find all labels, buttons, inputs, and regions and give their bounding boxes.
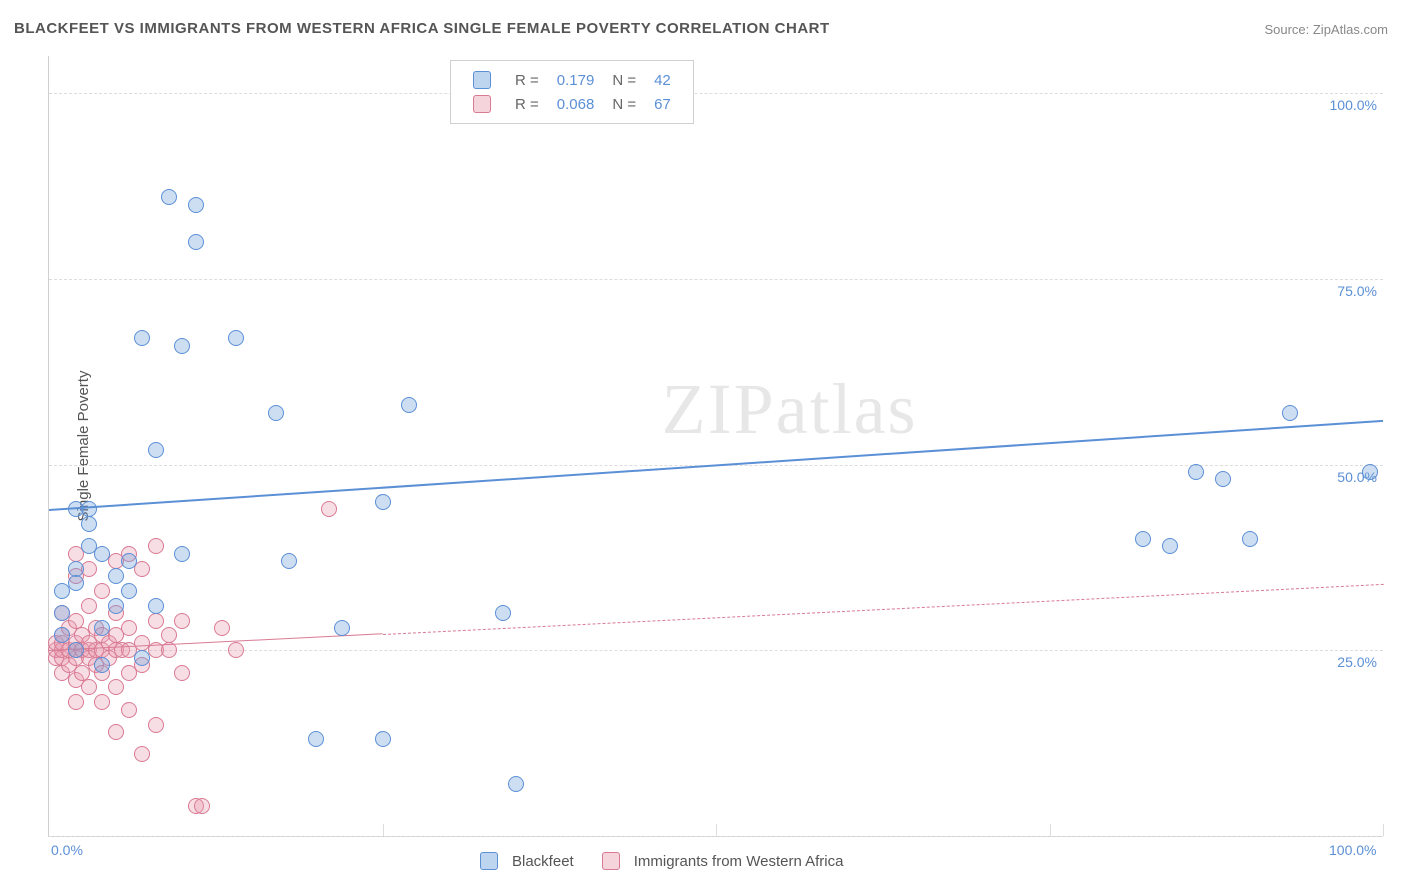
data-point xyxy=(68,694,84,710)
data-point xyxy=(1162,538,1178,554)
legend-series-name: Blackfeet xyxy=(512,853,574,870)
y-tick-label: 75.0% xyxy=(1317,283,1377,299)
legend-series-name: Immigrants from Western Africa xyxy=(634,853,844,870)
legend-r-value: 0.179 xyxy=(549,69,603,91)
data-point xyxy=(188,197,204,213)
data-point xyxy=(174,546,190,562)
data-point xyxy=(1362,464,1378,480)
data-point xyxy=(94,583,110,599)
data-point xyxy=(268,405,284,421)
legend-r-label: R = xyxy=(507,69,547,91)
source-label: Source: ZipAtlas.com xyxy=(1264,22,1388,37)
data-point xyxy=(375,731,391,747)
data-point xyxy=(148,598,164,614)
x-tick-label: 100.0% xyxy=(1329,842,1376,858)
plot-area: 25.0%50.0%75.0%100.0%0.0%100.0% xyxy=(48,56,1383,837)
legend-swatch xyxy=(602,852,620,870)
data-point xyxy=(228,330,244,346)
legend-n-value: 42 xyxy=(646,69,679,91)
chart-container: BLACKFEET VS IMMIGRANTS FROM WESTERN AFR… xyxy=(0,0,1406,892)
data-point xyxy=(214,620,230,636)
data-point xyxy=(148,717,164,733)
data-point xyxy=(1242,531,1258,547)
data-point xyxy=(174,613,190,629)
data-point xyxy=(68,642,84,658)
data-point xyxy=(121,702,137,718)
data-point xyxy=(228,642,244,658)
data-point xyxy=(81,598,97,614)
x-tick-label: 0.0% xyxy=(51,842,83,858)
data-point xyxy=(321,501,337,517)
data-point xyxy=(108,568,124,584)
data-point xyxy=(68,613,84,629)
data-point xyxy=(308,731,324,747)
legend-item: Immigrants from Western Africa xyxy=(602,852,844,870)
data-point xyxy=(134,746,150,762)
legend-r-value: 0.068 xyxy=(549,93,603,115)
gridline-horizontal xyxy=(49,279,1383,280)
gridline-vertical xyxy=(1383,824,1384,836)
legend-row: R =0.068N =67 xyxy=(465,93,679,115)
legend-swatch xyxy=(473,71,491,89)
data-point xyxy=(81,501,97,517)
data-point xyxy=(281,553,297,569)
data-point xyxy=(1282,405,1298,421)
data-point xyxy=(375,494,391,510)
data-point xyxy=(81,679,97,695)
gridline-horizontal xyxy=(49,93,1383,94)
data-point xyxy=(334,620,350,636)
data-point xyxy=(188,234,204,250)
legend-swatch xyxy=(480,852,498,870)
data-point xyxy=(134,330,150,346)
gridline-horizontal xyxy=(49,650,1383,651)
legend-item: Blackfeet xyxy=(480,852,574,870)
data-point xyxy=(1188,464,1204,480)
trend-line xyxy=(49,420,1383,511)
data-point xyxy=(161,189,177,205)
data-point xyxy=(1135,531,1151,547)
legend-r-label: R = xyxy=(507,93,547,115)
data-point xyxy=(94,694,110,710)
data-point xyxy=(148,442,164,458)
data-point xyxy=(121,583,137,599)
legend-n-value: 67 xyxy=(646,93,679,115)
data-point xyxy=(121,620,137,636)
legend-row: R =0.179N =42 xyxy=(465,69,679,91)
data-point xyxy=(81,516,97,532)
data-point xyxy=(161,627,177,643)
data-point xyxy=(174,665,190,681)
gridline-vertical xyxy=(716,824,717,836)
data-point xyxy=(495,605,511,621)
data-point xyxy=(134,650,150,666)
data-point xyxy=(194,798,210,814)
data-point xyxy=(134,561,150,577)
chart-title: BLACKFEET VS IMMIGRANTS FROM WESTERN AFR… xyxy=(14,20,830,37)
data-point xyxy=(401,397,417,413)
data-point xyxy=(108,724,124,740)
gridline-horizontal xyxy=(49,836,1383,837)
data-point xyxy=(68,561,84,577)
data-point xyxy=(1215,471,1231,487)
data-point xyxy=(174,338,190,354)
data-point xyxy=(148,538,164,554)
data-point xyxy=(94,546,110,562)
data-point xyxy=(108,679,124,695)
y-tick-label: 100.0% xyxy=(1317,97,1377,113)
series-legend: Blackfeet Immigrants from Western Africa xyxy=(480,852,843,870)
correlation-legend: R =0.179N =42R =0.068N =67 xyxy=(450,60,694,124)
data-point xyxy=(68,575,84,591)
trend-line xyxy=(382,583,1383,634)
gridline-vertical xyxy=(383,824,384,836)
legend-n-label: N = xyxy=(604,93,644,115)
data-point xyxy=(148,613,164,629)
gridline-vertical xyxy=(1050,824,1051,836)
y-tick-label: 25.0% xyxy=(1317,654,1377,670)
data-point xyxy=(108,598,124,614)
legend-swatch xyxy=(473,95,491,113)
legend-n-label: N = xyxy=(604,69,644,91)
data-point xyxy=(508,776,524,792)
